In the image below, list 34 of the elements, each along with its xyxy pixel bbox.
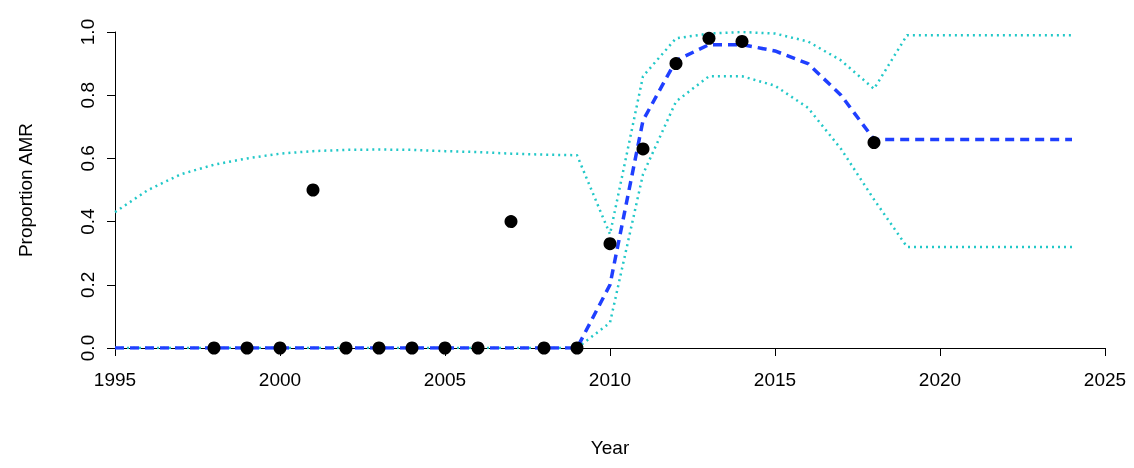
x-tick-label: 2005 [423, 369, 467, 390]
x-tick-label: 1995 [93, 369, 137, 390]
point [504, 215, 518, 229]
x-tick-label: 2025 [1083, 369, 1127, 390]
x-axis-title: Year [590, 437, 630, 458]
y-tick-label: 1.0 [77, 18, 98, 46]
point [306, 183, 320, 197]
point [702, 31, 716, 45]
point [372, 341, 386, 355]
point [405, 341, 419, 355]
point [867, 136, 881, 150]
y-tick-label: 0.8 [77, 81, 98, 109]
y-tick-label: 0.4 [77, 207, 98, 235]
point [735, 34, 749, 48]
y-tick-label: 0.0 [77, 334, 98, 362]
point [537, 341, 551, 355]
x-tick-label: 2000 [258, 369, 302, 390]
point [438, 341, 452, 355]
point [636, 142, 650, 156]
y-tick-label: 0.2 [77, 271, 98, 299]
line-series [113, 30, 1074, 236]
x-tick-label: 2010 [588, 369, 632, 390]
point [603, 237, 617, 251]
x-tick-label: 2015 [753, 369, 797, 390]
x-tick-label: 2020 [918, 369, 962, 390]
y-axis-title: Proportion AMR [15, 122, 36, 258]
point [570, 341, 584, 355]
point [471, 341, 485, 355]
point [207, 341, 221, 355]
point [240, 341, 254, 355]
point [339, 341, 353, 355]
y-tick-label: 0.6 [77, 145, 98, 172]
point [273, 341, 287, 355]
point [669, 57, 683, 71]
